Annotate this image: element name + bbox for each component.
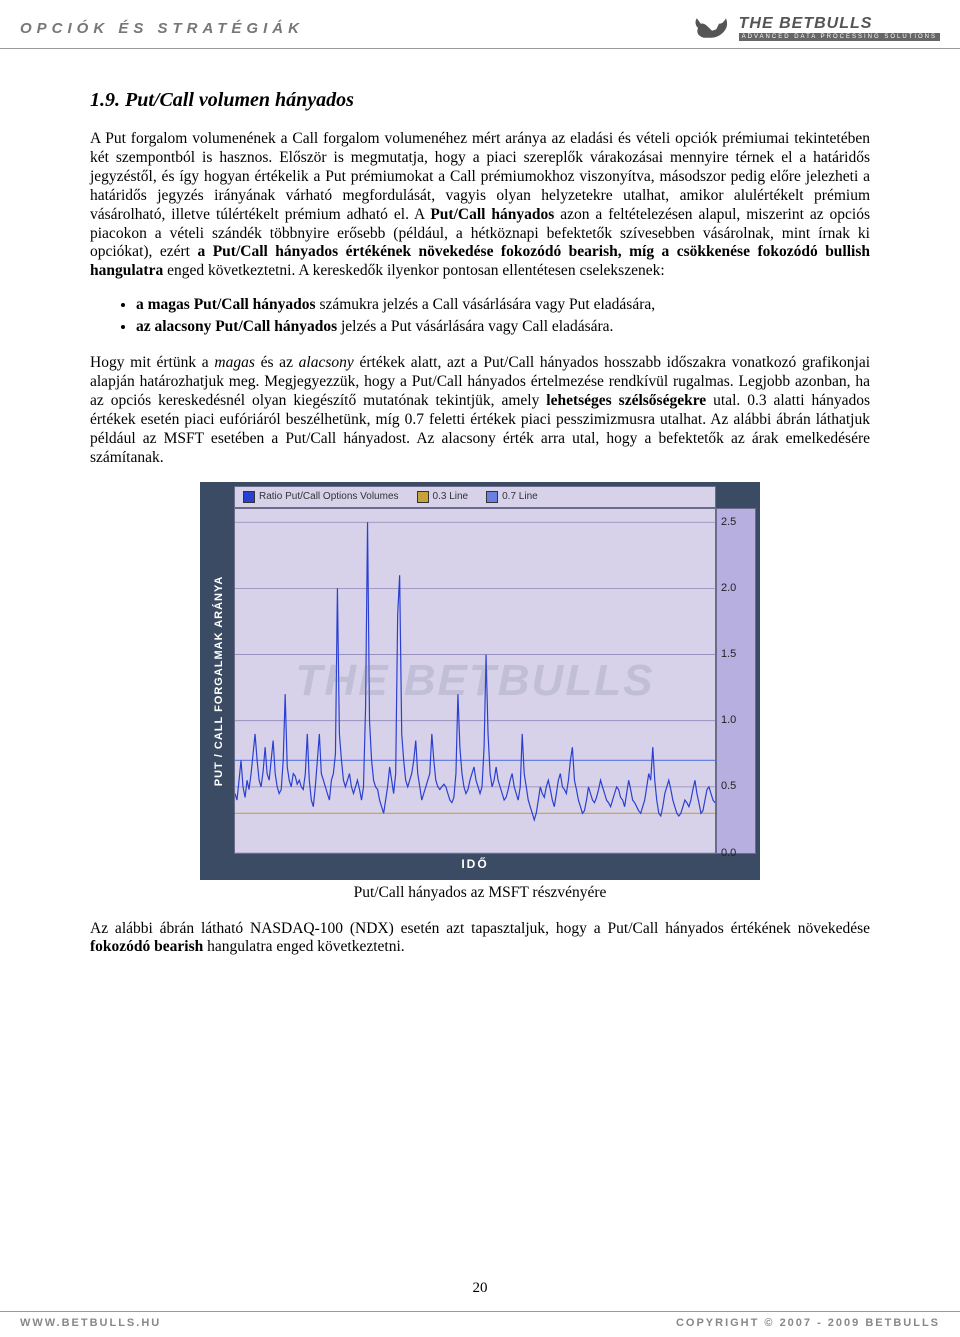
legend-item-ratio: Ratio Put/Call Options Volumes <box>243 491 399 503</box>
footer-bar: WWW.BETBULLS.HU COPYRIGHT © 2007 - 2009 … <box>0 1311 960 1329</box>
content-area: 1.9. Put/Call volumen hányados A Put for… <box>0 49 960 957</box>
chart-yaxis-label-cell: PUT / CALL FORGALMAK ARÁNYA <box>204 486 234 876</box>
chart-ytick: 1.0 <box>721 714 736 726</box>
chart-svg <box>235 509 715 853</box>
bullet-1: a magas Put/Call hányados számukra jelzé… <box>136 295 870 316</box>
bullet-2: az alacsony Put/Call hányados jelzés a P… <box>136 317 870 338</box>
paragraph-1: A Put forgalom volumenének a Call forgal… <box>90 130 870 281</box>
legend-item-03: 0.3 Line <box>417 491 469 503</box>
chart-ytick: 2.5 <box>721 516 736 528</box>
chart-ytick: 0.0 <box>721 847 736 859</box>
chart-yaxis-ticks: 2.52.01.51.00.50.0 <box>716 508 756 854</box>
brand-name: THE BETBULLS <box>739 15 940 33</box>
chart-ytick: 0.5 <box>721 780 736 792</box>
page: OPCIÓK ÉS STRATÉGIÁK THE BETBULLS ADVANC… <box>0 0 960 1337</box>
footer-copyright: COPYRIGHT © 2007 - 2009 BETBULLS <box>676 1317 940 1329</box>
chart-container: PUT / CALL FORGALMAK ARÁNYA Ratio Put/Ca… <box>200 482 760 902</box>
footer-url: WWW.BETBULLS.HU <box>20 1317 161 1329</box>
chart-ytick: 1.5 <box>721 648 736 660</box>
bullet-list: a magas Put/Call hányados számukra jelzé… <box>136 295 870 338</box>
paragraph-3: Az alábbi ábrán látható NASDAQ-100 (NDX)… <box>90 920 870 958</box>
chart-caption: Put/Call hányados az MSFT részvényére <box>200 884 760 902</box>
chart-corner <box>716 486 756 508</box>
chart-xaxis-label: IDŐ <box>234 854 716 876</box>
paragraph-2: Hogy mit értünk a magas és az alacsony é… <box>90 354 870 467</box>
chart-legend: Ratio Put/Call Options Volumes 0.3 Line … <box>234 486 716 508</box>
legend-item-07: 0.7 Line <box>486 491 538 503</box>
bull-icon <box>691 12 733 44</box>
chart-plot-area: THE BETBULLS <box>234 508 716 854</box>
brand-block: THE BETBULLS ADVANCED DATA PROCESSING SO… <box>691 12 940 44</box>
brand-tagline: ADVANCED DATA PROCESSING SOLUTIONS <box>739 33 940 41</box>
chart-frame: PUT / CALL FORGALMAK ARÁNYA Ratio Put/Ca… <box>200 482 760 880</box>
header-subject: OPCIÓK ÉS STRATÉGIÁK <box>20 20 304 37</box>
header-bar: OPCIÓK ÉS STRATÉGIÁK THE BETBULLS ADVANC… <box>0 10 960 49</box>
section-title: 1.9. Put/Call volumen hányados <box>90 89 870 112</box>
page-number: 20 <box>473 1280 488 1297</box>
chart-ytick: 2.0 <box>721 582 736 594</box>
chart-yaxis-label: PUT / CALL FORGALMAK ARÁNYA <box>213 575 225 786</box>
